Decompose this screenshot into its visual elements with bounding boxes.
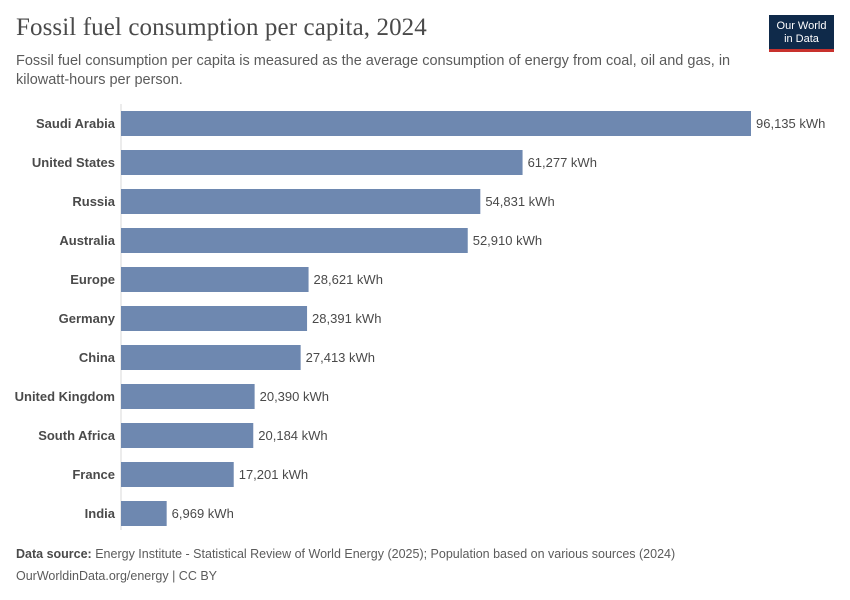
bar[interactable] [121,228,468,253]
value-label: 17,201 kWh [239,467,308,482]
chart-title: Fossil fuel consumption per capita, 2024 [16,14,427,41]
category-label: Saudi Arabia [36,116,116,131]
owid-logo[interactable]: Our World in Data [769,15,834,52]
logo-line-2: in Data [784,33,819,45]
value-label: 61,277 kWh [528,155,597,170]
value-label: 20,390 kWh [260,389,329,404]
bar[interactable] [121,462,234,487]
bar[interactable] [121,306,308,331]
value-label: 28,391 kWh [312,311,381,326]
chart-subtitle: Fossil fuel consumption per capita is me… [16,53,731,88]
category-label: Germany [59,311,116,326]
bar[interactable] [121,501,167,526]
bar[interactable] [121,384,255,409]
category-label: United Kingdom [15,389,115,404]
bar[interactable] [121,189,481,214]
category-label: France [72,467,115,482]
value-label: 28,621 kWh [314,272,383,287]
value-label: 52,910 kWh [473,233,542,248]
bar[interactable] [121,111,751,136]
bar[interactable] [121,345,301,370]
data-source: Data source: Energy Institute - Statisti… [16,547,675,561]
value-label: 96,135 kWh [756,116,825,131]
bar[interactable] [121,423,254,448]
bar[interactable] [121,150,523,175]
data-source-label: Data source: [16,547,92,561]
data-source-text: Energy Institute - Statistical Review of… [95,547,676,561]
category-label: Russia [72,194,115,209]
value-label: 6,969 kWh [172,506,234,521]
logo-line-1: Our World [776,20,827,32]
category-label: China [79,350,116,365]
category-label: India [85,506,116,521]
category-label: Europe [70,272,115,287]
category-label: South Africa [38,428,116,443]
category-label: United States [32,155,115,170]
source-url[interactable]: OurWorldinData.org/energy | CC BY [16,569,218,583]
category-label: Australia [59,233,115,248]
bar[interactable] [121,267,309,292]
value-label: 27,413 kWh [306,350,375,365]
value-label: 20,184 kWh [258,428,327,443]
value-label: 54,831 kWh [485,194,554,209]
